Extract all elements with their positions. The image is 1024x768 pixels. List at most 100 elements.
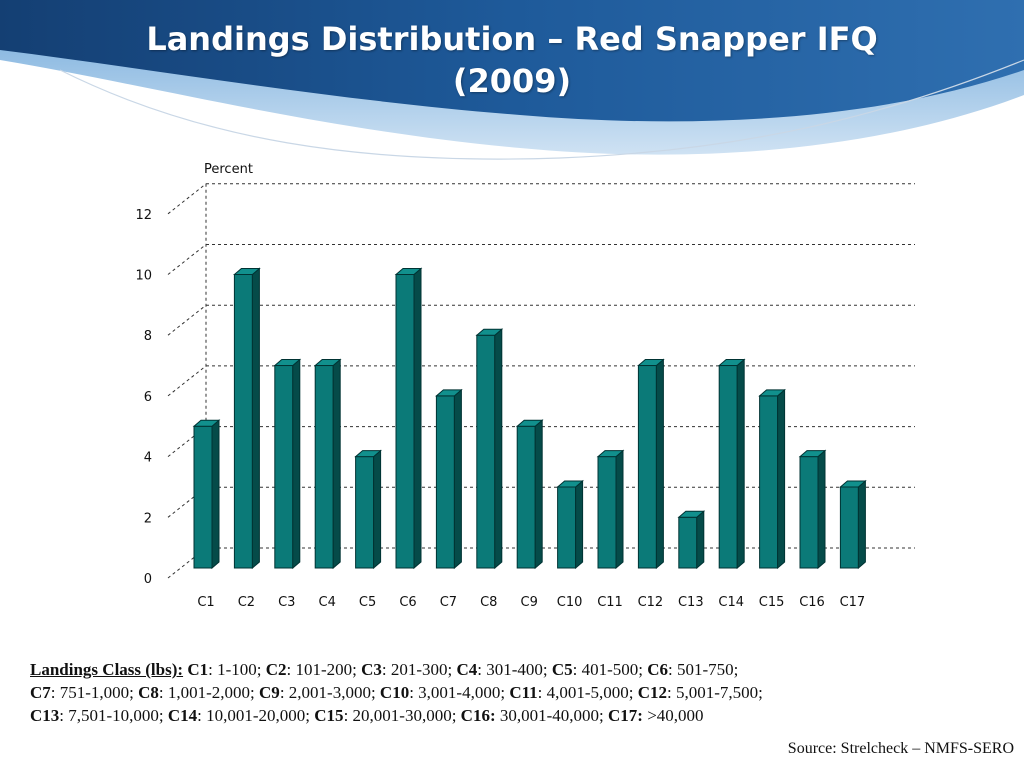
bar-side — [251, 267, 260, 570]
bar-C11 — [596, 449, 625, 570]
y-tick-label: 2 — [144, 511, 152, 526]
landings-class-legend: Landings Class (lbs): C1: 1-100; C2: 101… — [30, 658, 1010, 727]
y-tick-label: 8 — [144, 329, 152, 344]
bar-C10 — [556, 479, 584, 570]
bar-side — [453, 388, 462, 570]
legend-class-code: C17: — [608, 706, 643, 725]
x-tick-label: C17 — [840, 595, 866, 610]
x-tick-label: C11 — [597, 595, 623, 610]
bar-top — [717, 359, 746, 367]
title-line-1: Landings Distribution – Red Snapper IFQ — [146, 20, 878, 58]
x-tick-label: C8 — [480, 595, 497, 610]
legend-class-range: : 1-100; — [208, 660, 266, 679]
legend-class-code: C1 — [187, 660, 209, 679]
bar-front — [759, 395, 779, 569]
bar-front — [799, 456, 819, 569]
title-line-2: (2009) — [452, 62, 572, 100]
bar-side — [817, 449, 826, 570]
x-tick-label: C6 — [399, 595, 416, 610]
bar-side — [413, 267, 422, 570]
legend-class-range: : 751-1,000; — [50, 683, 139, 702]
bar-front — [597, 456, 617, 569]
bar-front — [314, 365, 334, 569]
bar-front — [476, 334, 496, 569]
legend-class-range: : 301-400; — [477, 660, 552, 679]
bar-side — [332, 358, 341, 570]
page-title: Landings Distribution – Red Snapper IFQ … — [60, 18, 964, 102]
bar-top — [798, 450, 827, 458]
bar-front — [274, 365, 294, 569]
legend-class-range: : 1,001-2,000; — [158, 683, 260, 702]
y-tick-label: 12 — [135, 208, 152, 223]
bar-side — [777, 388, 786, 570]
bar-front — [557, 486, 577, 569]
legend-class-code: C9 — [259, 683, 280, 702]
legend-class-code: C3 — [361, 660, 382, 679]
bar-C13 — [677, 510, 706, 570]
bar-top — [192, 419, 221, 427]
legend-class-code: C10 — [379, 683, 410, 702]
legend-lead: Landings Class (lbs): — [30, 660, 184, 679]
gridline-diagonal — [167, 365, 207, 397]
bar-front — [193, 425, 213, 569]
bar-C2 — [233, 267, 261, 570]
legend-class-range: : 7,501-10,000; — [59, 706, 168, 725]
bar-top — [515, 419, 544, 427]
x-tick-label: C4 — [319, 595, 336, 610]
bar-top — [273, 359, 302, 367]
legend-class-code: C13 — [30, 706, 60, 725]
x-tick-label: C2 — [238, 595, 255, 610]
bar-C7 — [435, 388, 463, 570]
bar-front — [516, 425, 536, 569]
x-tick-label: C9 — [521, 595, 538, 610]
bar-top — [313, 359, 342, 367]
legend-class-range: : 10,001-20,000; — [197, 706, 315, 725]
legend-class-range: : 20,001-30,000; — [343, 706, 461, 725]
legend-class-code: C8 — [138, 683, 159, 702]
legend-class-range: : 201-300; — [381, 660, 457, 679]
bar-side — [655, 358, 664, 570]
legend-class-code: C15 — [314, 706, 344, 725]
legend-class-range: : 101-200; — [286, 660, 362, 679]
bar-C3 — [273, 358, 302, 570]
legend-class-code: C5 — [551, 660, 573, 679]
bar-side — [575, 479, 584, 570]
bar-C1 — [192, 419, 221, 570]
bar-top — [435, 389, 463, 397]
bar-front — [233, 274, 253, 569]
x-tick-label: C13 — [678, 595, 704, 610]
bar-C6 — [394, 267, 423, 570]
legend-class-range: >40,000 — [642, 706, 704, 725]
legend-class-range: : 5,001-7,500; — [667, 683, 763, 702]
legend-class-range: : 401-500; — [572, 660, 648, 679]
bar-front — [718, 365, 738, 569]
bar-C12 — [637, 358, 665, 570]
x-tick-label: C15 — [759, 595, 785, 610]
bar-top — [475, 328, 504, 336]
y-tick-label: 0 — [144, 572, 152, 587]
bar-side — [615, 449, 624, 570]
x-tick-label: C1 — [197, 595, 214, 610]
y-tick-label: 10 — [135, 269, 152, 284]
bar-top — [354, 450, 382, 458]
legend-class-code: C16: — [460, 706, 496, 725]
legend-class-code: C14 — [167, 706, 198, 725]
x-tick-label: C16 — [799, 595, 825, 610]
legend-class-code: C6 — [647, 660, 669, 679]
gridline-diagonal — [167, 547, 207, 579]
gridline-diagonal — [167, 304, 207, 336]
legend-class-code: C2 — [265, 660, 287, 679]
bar-C4 — [313, 358, 342, 570]
chart-bars — [192, 267, 867, 570]
y-axis-label: Percent — [204, 162, 253, 177]
y-tick-label: 6 — [144, 390, 152, 405]
bar-top — [758, 389, 786, 397]
bar-front — [435, 395, 455, 569]
header-wave-dark — [0, 0, 1024, 122]
bar-front — [637, 365, 657, 569]
chart-labels: 0 2 4 6 8 10 12 Percent C1 C2 C3 C4 C5 C6 C7 C8 C9 C10 C11… — [135, 162, 865, 610]
legend-class-range: : 501-750; — [668, 660, 739, 679]
bar-top — [394, 268, 423, 275]
bar-C15 — [758, 388, 786, 570]
